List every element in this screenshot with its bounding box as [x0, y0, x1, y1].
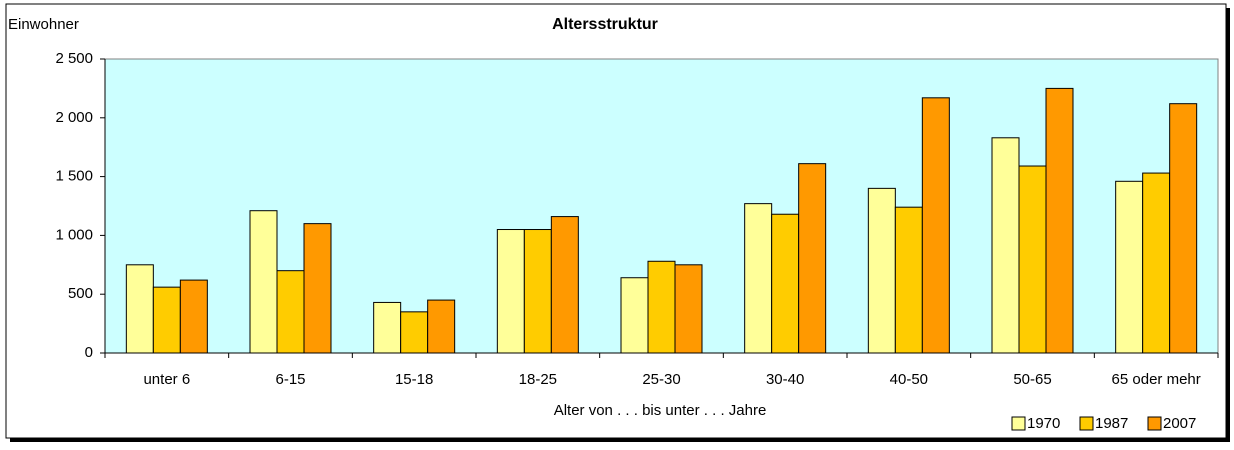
bar: [152, 286, 181, 354]
bar: [1115, 180, 1144, 354]
y-tick-label: 1 500: [55, 168, 93, 185]
bar: [798, 163, 827, 354]
x-tick-label: 50-65: [1013, 371, 1051, 388]
bar: [496, 229, 525, 354]
chart-title: Altersstruktur: [552, 16, 658, 33]
x-tick-label: 15-18: [395, 371, 433, 388]
bar: [1142, 172, 1171, 354]
bar: [647, 260, 676, 354]
bar: [550, 216, 579, 354]
bar: [373, 301, 402, 354]
y-tick-label: 500: [68, 285, 93, 302]
y-tick-label: 2 500: [55, 50, 93, 67]
y-tick-label: 0: [85, 344, 93, 361]
legend-swatch: [1147, 416, 1162, 431]
bar: [674, 264, 703, 354]
y-tick-label: 1 000: [55, 226, 93, 243]
bar: [303, 223, 332, 354]
bar: [249, 210, 278, 354]
x-tick-label: 18-25: [519, 371, 557, 388]
bar: [427, 299, 456, 354]
bar: [867, 187, 896, 354]
x-tick-label: 6-15: [275, 371, 305, 388]
bar: [771, 213, 800, 354]
bar: [620, 277, 649, 354]
y-axis-label: Einwohner: [8, 16, 79, 33]
bar: [523, 229, 552, 354]
bar: [744, 203, 773, 354]
bar: [125, 264, 154, 354]
y-tick-label: 2 000: [55, 109, 93, 126]
legend-swatch: [1011, 416, 1026, 431]
x-tick-label: 40-50: [890, 371, 928, 388]
bar: [276, 270, 305, 354]
bar: [179, 279, 208, 354]
bar: [1018, 165, 1047, 354]
bar: [991, 137, 1020, 354]
bar: [894, 206, 923, 354]
legend-label: 1987: [1095, 415, 1128, 432]
legend-swatch: [1079, 416, 1094, 431]
x-axis-label: Alter von . . . bis unter . . . Jahre: [554, 402, 767, 419]
x-tick-label: 65 oder mehr: [1112, 371, 1201, 388]
x-tick-label: unter 6: [143, 371, 190, 388]
legend-label: 1970: [1027, 415, 1060, 432]
bar: [1045, 87, 1074, 354]
bar: [400, 311, 429, 354]
x-tick-label: 25-30: [642, 371, 680, 388]
bar: [921, 97, 950, 354]
bar: [1169, 103, 1198, 354]
legend-label: 2007: [1163, 415, 1196, 432]
x-tick-label: 30-40: [766, 371, 804, 388]
